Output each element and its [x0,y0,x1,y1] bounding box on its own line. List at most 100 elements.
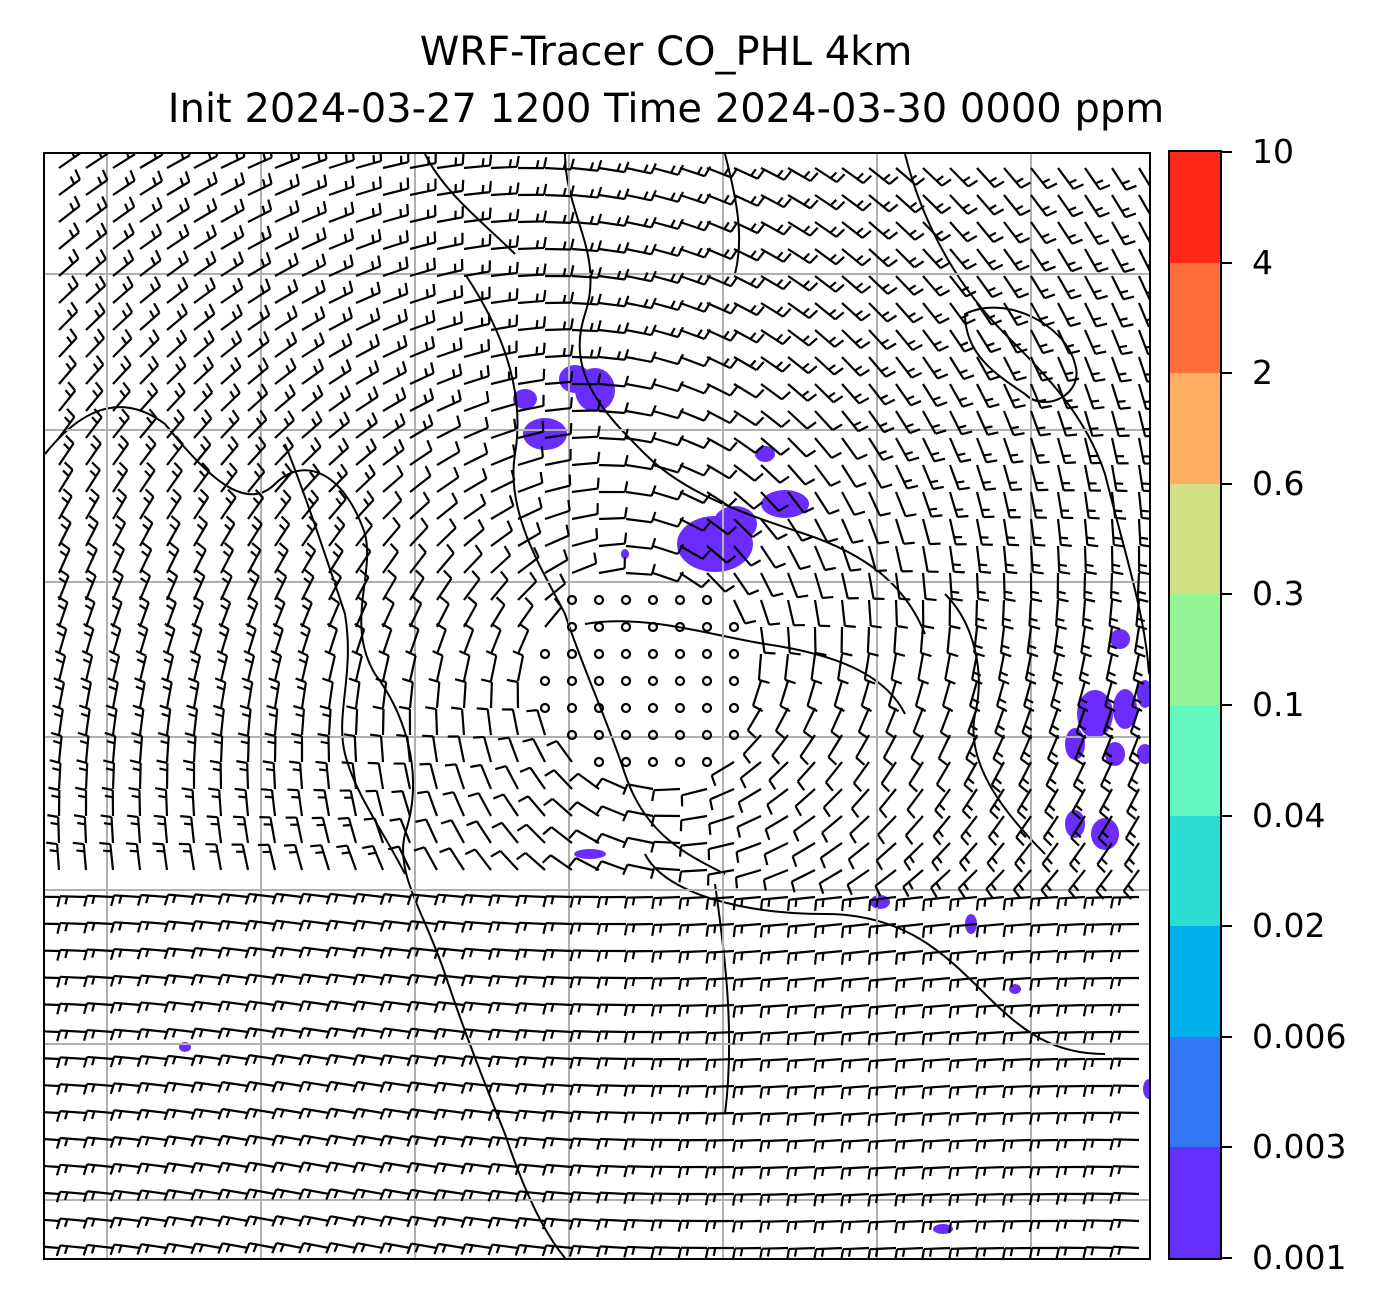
wind-barb-flag [848,952,852,962]
wind-barb-staff [601,805,627,818]
wind-barb-staff [57,762,62,790]
wind-barb [136,974,168,987]
wind-barb-flag [143,496,151,504]
wind-barb-flag [313,365,319,374]
wind-barb-staff [733,545,752,567]
wind-barb-staff [499,850,519,871]
wind-barb-staff [86,921,114,926]
wind-barb-staff [165,628,176,655]
wind-barb-flag [929,898,933,908]
wind-barb [166,355,187,385]
wind-barb-flag [163,658,172,664]
wind-barb-flag [236,304,243,315]
wind-barb [460,1001,492,1014]
wind-barb-flag [213,740,223,745]
wind-barb-staff [438,947,465,953]
wind-barb-staff [490,298,517,305]
wind-barb-staff [1095,869,1113,892]
wind-barb-staff [760,329,784,346]
wind-barb [949,248,977,270]
wind-barb-flag [322,200,328,213]
wind-barb-flag [631,1004,636,1014]
wind-barb-staff [274,157,300,170]
wind-barb [217,1054,249,1066]
wind-barb-staff [297,790,304,817]
wind-barb [679,166,712,178]
wind-barb [56,1056,87,1069]
wind-barb-staff [598,542,625,548]
wind-barb-staff [760,491,780,512]
wind-barb-flag [425,706,437,711]
wind-barb-flag [983,453,992,457]
wind-barb [623,976,654,990]
wind-barb-flag [398,705,411,711]
wind-barb-flag [216,650,228,657]
wind-barb-staff [1003,167,1022,189]
wind-barb-flag [776,306,784,314]
wind-barb-flag [411,596,422,605]
wind-barb-flag [902,886,910,898]
wind-barb [895,464,919,490]
wind-barb-flag [264,795,273,799]
wind-barb-flag [803,198,811,206]
wind-barb-flag [623,161,630,173]
wind-barb [860,680,873,713]
wind-barb-flag [124,328,133,340]
wind-barb-flag [905,513,917,518]
wind-barb-staff [483,736,493,763]
wind-barb-flag [932,485,945,491]
wind-barb-staff [895,437,910,462]
wind-barb-flag [1029,617,1038,622]
wind-barb [841,410,869,433]
wind-barb [622,783,654,795]
wind-barb-flag [1144,373,1149,376]
wind-barb-flag [371,412,378,424]
wind-barb-staff [877,815,897,836]
wind-barb-flag [803,170,811,179]
wind-barb-staff [85,416,103,439]
wind-barb-flag [1022,751,1031,758]
wind-barb [433,1001,465,1013]
wind-barb [489,622,502,655]
wind-barb-staff [139,549,153,574]
wind-barb-staff [58,416,76,439]
wind-barb [598,402,630,415]
wind-barb-flag [485,650,497,657]
wind-barb-staff [789,922,816,928]
wind-barb-flag [387,1002,393,1011]
wind-barb [163,1054,195,1067]
wind-barb-staff [1085,895,1113,900]
wind-barb-staff [959,842,978,864]
wind-barb [732,922,762,938]
wind-barb-flag [595,528,599,540]
wind-barb-flag [1014,232,1024,238]
wind-barb [166,276,189,304]
wind-barb [975,922,1005,938]
wind-barb [287,788,304,817]
wind-barb [191,622,203,655]
wind-barb [1105,653,1118,685]
wind-barb-staff [792,842,816,858]
wind-barb-staff [999,626,1006,653]
wind-barb-flag [65,434,75,445]
wind-barb-flag [454,678,466,684]
wind-barb-flag [172,443,180,451]
wind-barb-staff [220,261,244,277]
wind-barb [921,949,951,965]
wind-barb-flag [1082,951,1088,963]
wind-barb [787,491,815,514]
wind-barb-staff [247,182,272,196]
wind-barb [192,595,205,628]
wind-barb-staff [220,444,239,466]
wind-barb-flag [477,518,485,530]
wind-barb-flag [1064,399,1073,403]
wind-barb [760,464,790,484]
wind-barb-flag [1015,204,1024,211]
wind-barb-flag [801,390,810,398]
wind-barb-flag [740,1006,744,1015]
wind-barb [406,1000,438,1013]
wind-barb [1029,545,1044,575]
wind-barb-flag [1109,977,1115,990]
wind-barb [193,462,211,493]
wind-barb-flag [460,921,467,933]
